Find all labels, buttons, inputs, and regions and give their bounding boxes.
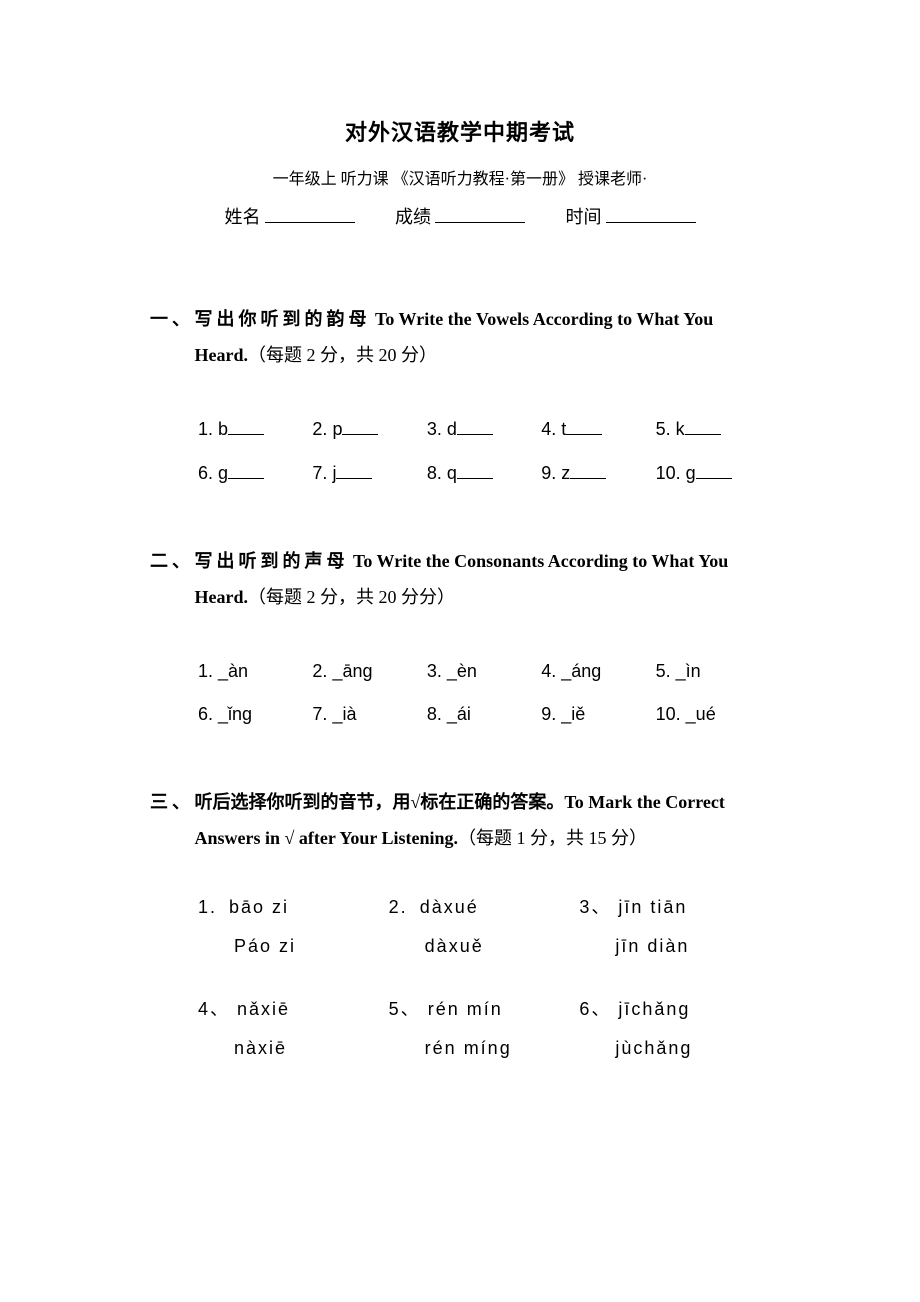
s2-item: 8. _ái [427, 696, 541, 734]
answer-blank[interactable] [342, 420, 378, 435]
section-3-header: 三、 听后选择你听到的音节，用√标在正确的答案。To Mark the Corr… [150, 784, 770, 856]
section-3-text: 听后选择你听到的音节，用√标在正确的答案。To Mark the Correct… [195, 784, 765, 856]
section-3-scoring: （每题 1 分，共 15 分） [458, 828, 647, 848]
s1-item: 5. k [656, 411, 770, 449]
s1-item: 8. q [427, 455, 541, 493]
s1-item: 10. g [656, 455, 770, 493]
s2-item: 6. _ǐng [198, 696, 312, 734]
s3-option-b: jīn diàn [579, 933, 770, 960]
section-3-num: 三、 [150, 784, 190, 820]
s3-col: 2. dàxué dàxuě [389, 894, 580, 960]
section-2-row-1: 1. _àn 2. _āng 3. _èn 4. _áng 5. _ìn [198, 653, 770, 691]
s3-option-a: 6、 jīchǎng [579, 996, 770, 1023]
score-blank[interactable] [435, 204, 525, 223]
section-1-items: 1. b 2. p 3. d 4. t 5. k 6. g 7. j 8. q … [198, 411, 770, 493]
s1-item: 3. d [427, 411, 541, 449]
section-1-text: 写出你听到的韵母 To Write the Vowels According t… [195, 301, 765, 373]
s1-item: 4. t [541, 411, 655, 449]
s2-item: 4. _áng [541, 653, 655, 691]
section-2-header: 二、 写出听到的声母 To Write the Consonants Accor… [150, 543, 770, 615]
section-2-row-2: 6. _ǐng 7. _ià 8. _ái 9. _iě 10. _ué [198, 696, 770, 734]
s3-option-a: 1. bāo zi [198, 894, 389, 921]
answer-blank[interactable] [336, 464, 372, 479]
s1-item: 7. j [312, 455, 426, 493]
s3-option-b: rén míng [389, 1035, 580, 1062]
answer-blank[interactable] [228, 420, 264, 435]
s3-col: 6、 jīchǎng jùchǎng [579, 996, 770, 1062]
s3-option-b: jùchǎng [579, 1035, 770, 1062]
section-3: 三、 听后选择你听到的音节，用√标在正确的答案。To Mark the Corr… [150, 784, 770, 1062]
s2-item: 7. _ià [312, 696, 426, 734]
answer-blank[interactable] [696, 464, 732, 479]
s3-col: 4、 nǎxiē nàxiē [198, 996, 389, 1062]
answer-blank[interactable] [685, 420, 721, 435]
s1-item: 9. z [541, 455, 655, 493]
s2-item: 10. _ué [656, 696, 770, 734]
s1-item: 1. b [198, 411, 312, 449]
answer-blank[interactable] [457, 464, 493, 479]
page-title: 对外汉语教学中期考试 [150, 115, 770, 147]
answer-blank[interactable] [570, 464, 606, 479]
s3-option-a: 2. dàxué [389, 894, 580, 921]
name-blank[interactable] [265, 204, 355, 223]
page-subtitle: 一年级上 听力课 《汉语听力教程·第一册》 授课老师· [150, 165, 770, 189]
answer-blank[interactable] [457, 420, 493, 435]
s1-item: 6. g [198, 455, 312, 493]
section-1-row-2: 6. g 7. j 8. q 9. z 10. g [198, 455, 770, 493]
section-1-cn: 写出你听到的韵母 [195, 309, 371, 329]
answer-blank[interactable] [228, 464, 264, 479]
s3-option-a: 5、 rén mín [389, 996, 580, 1023]
s3-option-b: Páo zi [198, 933, 389, 960]
section-3-items: 1. bāo zi Páo zi 2. dàxué dàxuě 3、 jīn t… [198, 894, 770, 1062]
exam-page: 对外汉语教学中期考试 一年级上 听力课 《汉语听力教程·第一册》 授课老师· 姓… [0, 0, 920, 1302]
s2-item: 9. _iě [541, 696, 655, 734]
section-2: 二、 写出听到的声母 To Write the Consonants Accor… [150, 543, 770, 735]
s3-option-a: 3、 jīn tiān [579, 894, 770, 921]
s2-item: 2. _āng [312, 653, 426, 691]
section-3-row-1: 1. bāo zi Páo zi 2. dàxué dàxuě 3、 jīn t… [198, 894, 770, 960]
s3-option-b: nàxiē [198, 1035, 389, 1062]
section-2-text: 写出听到的声母 To Write the Consonants Accordin… [195, 543, 765, 615]
s3-col: 1. bāo zi Páo zi [198, 894, 389, 960]
s2-item: 3. _èn [427, 653, 541, 691]
section-1-num: 一、 [150, 301, 190, 337]
answer-blank[interactable] [566, 420, 602, 435]
time-label: 时间 [566, 207, 602, 227]
s2-item: 1. _àn [198, 653, 312, 691]
s3-option-a: 4、 nǎxiē [198, 996, 389, 1023]
section-1-row-1: 1. b 2. p 3. d 4. t 5. k [198, 411, 770, 449]
section-2-scoring: （每题 2 分，共 20 分分） [248, 587, 455, 607]
section-1-scoring: （每题 2 分，共 20 分） [248, 345, 437, 365]
s2-item: 5. _ìn [656, 653, 770, 691]
section-3-row-2: 4、 nǎxiē nàxiē 5、 rén mín rén míng 6、 jī… [198, 996, 770, 1062]
section-3-cn: 听后选择你听到的音节，用√标在正确的答案。 [195, 792, 565, 812]
s1-item: 2. p [312, 411, 426, 449]
section-1-header: 一、 写出你听到的韵母 To Write the Vowels Accordin… [150, 301, 770, 373]
s3-col: 5、 rén mín rén míng [389, 996, 580, 1062]
section-2-items: 1. _àn 2. _āng 3. _èn 4. _áng 5. _ìn 6. … [198, 653, 770, 735]
section-1: 一、 写出你听到的韵母 To Write the Vowels Accordin… [150, 301, 770, 493]
s3-col: 3、 jīn tiān jīn diàn [579, 894, 770, 960]
score-label: 成绩 [395, 207, 431, 227]
info-line: 姓名 成绩 时间 [150, 203, 770, 229]
s3-option-b: dàxuě [389, 933, 580, 960]
time-blank[interactable] [606, 204, 696, 223]
name-label: 姓名 [225, 207, 261, 227]
section-2-cn: 写出听到的声母 [195, 551, 349, 571]
section-2-num: 二、 [150, 543, 190, 579]
